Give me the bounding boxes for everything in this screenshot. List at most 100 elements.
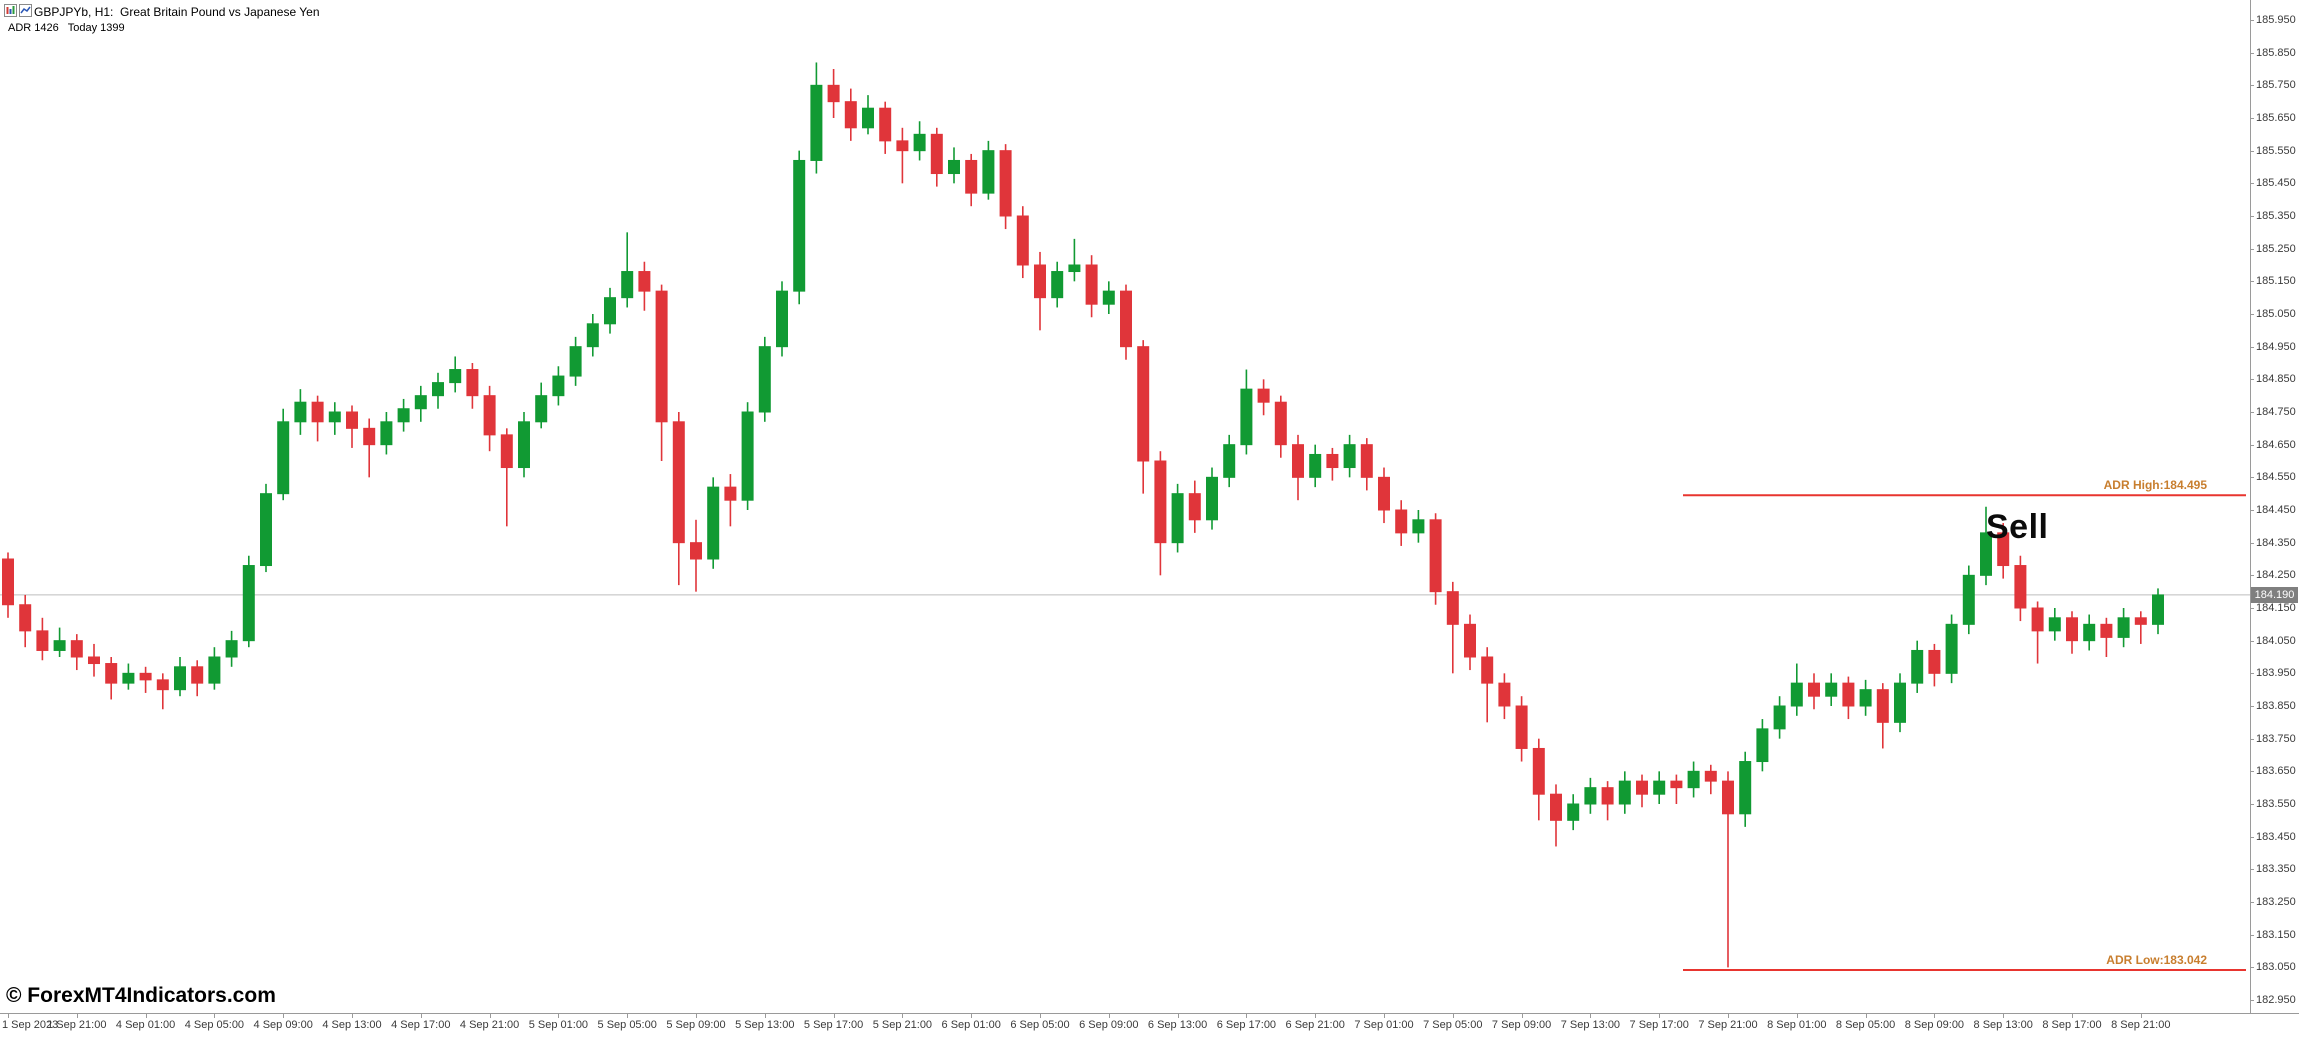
candle-body bbox=[2014, 565, 2027, 609]
price-axis-tick bbox=[2250, 967, 2254, 969]
price-axis-label: 184.050 bbox=[2256, 634, 2296, 647]
price-axis-tick bbox=[2250, 640, 2254, 642]
time-axis-label: 8 Sep 05:00 bbox=[1835, 1019, 1896, 1031]
price-axis-tick bbox=[2250, 346, 2254, 348]
candle-body bbox=[208, 656, 221, 684]
candle-body bbox=[1412, 519, 1425, 534]
candle-body bbox=[1051, 271, 1064, 299]
price-axis-label: 183.450 bbox=[2256, 830, 2296, 843]
price-axis-tick bbox=[2250, 216, 2254, 217]
price-axis-tick bbox=[2250, 281, 2254, 283]
time-axis-tick bbox=[1315, 1014, 1317, 1018]
time-axis-tick bbox=[2072, 1014, 2073, 1018]
candle-body bbox=[1618, 780, 1631, 805]
price-axis-tick bbox=[2250, 314, 2254, 315]
time-axis-tick bbox=[283, 1014, 285, 1018]
price-axis-tick bbox=[2250, 738, 2254, 740]
price-axis-label: 183.250 bbox=[2256, 896, 2296, 908]
candle-body bbox=[36, 630, 49, 651]
price-axis-tick bbox=[2250, 510, 2254, 511]
candle-body bbox=[2117, 617, 2130, 638]
candle-body bbox=[2031, 607, 2044, 632]
candle-body bbox=[862, 107, 874, 129]
time-axis-tick bbox=[902, 1014, 904, 1018]
time-axis-tick bbox=[971, 1014, 973, 1018]
price-axis-tick bbox=[2250, 934, 2254, 936]
time-axis-label: 5 Sep 13:00 bbox=[735, 1019, 795, 1031]
candle-body bbox=[1704, 770, 1717, 782]
candle-body bbox=[1636, 780, 1648, 795]
candle-body bbox=[1360, 444, 1373, 478]
candle-body bbox=[1687, 770, 1700, 789]
candle-body bbox=[586, 323, 599, 348]
price-axis-label: 183.350 bbox=[2256, 863, 2296, 876]
candle-body bbox=[70, 640, 83, 658]
time-axis-label: 7 Sep 05:00 bbox=[1423, 1019, 1483, 1031]
time-axis-label: 5 Sep 01:00 bbox=[528, 1019, 589, 1031]
candle-body bbox=[1120, 290, 1132, 348]
time-axis-tick bbox=[833, 1014, 835, 1018]
candle-body bbox=[1928, 649, 1941, 674]
time-axis-label: 8 Sep 21:00 bbox=[2111, 1019, 2171, 1031]
candle-body bbox=[1240, 388, 1253, 446]
candle-body bbox=[1085, 264, 1098, 305]
candle-body bbox=[776, 290, 788, 348]
time-axis-label: 6 Sep 17:00 bbox=[1216, 1019, 1277, 1031]
adr-high-label: ADR High:184.495 bbox=[2103, 478, 2207, 493]
time-axis-label: 4 Sep 13:00 bbox=[322, 1019, 382, 1031]
time-axis-label: 7 Sep 21:00 bbox=[1698, 1019, 1758, 1031]
candle-body bbox=[1601, 787, 1614, 805]
candle-body bbox=[1034, 264, 1046, 299]
time-axis-label: 6 Sep 01:00 bbox=[941, 1019, 1001, 1031]
time-axis-label: 4 Sep 17:00 bbox=[391, 1019, 451, 1031]
price-axis-tick bbox=[2250, 771, 2254, 773]
candle-body bbox=[1670, 780, 1683, 789]
candle-body bbox=[1137, 346, 1150, 462]
time-axis-label: 7 Sep 09:00 bbox=[1491, 1019, 1552, 1031]
time-axis-label: 7 Sep 13:00 bbox=[1560, 1019, 1621, 1031]
time-axis-tick bbox=[214, 1014, 216, 1018]
candle-body bbox=[1894, 682, 1906, 723]
candle-body bbox=[277, 421, 290, 495]
price-axis-label: 183.550 bbox=[2256, 798, 2296, 810]
time-axis-label: 8 Sep 09:00 bbox=[1904, 1019, 1965, 1031]
price-axis-label: 185.350 bbox=[2256, 210, 2296, 222]
price-axis-label: 185.950 bbox=[2256, 14, 2296, 26]
price-axis-label: 185.450 bbox=[2256, 177, 2296, 190]
candle-body bbox=[1395, 509, 1408, 534]
candle-body bbox=[2134, 617, 2147, 625]
candle-body bbox=[328, 411, 341, 423]
time-axis-tick bbox=[352, 1014, 353, 1018]
candle-body bbox=[1532, 747, 1545, 795]
candle-body bbox=[1739, 761, 1752, 815]
price-axis-tick bbox=[2250, 183, 2254, 185]
time-axis-tick bbox=[1452, 1014, 1454, 1018]
time-axis-label: 4 Sep 01:00 bbox=[115, 1019, 176, 1031]
candle-body bbox=[1550, 793, 1562, 821]
price-axis-label: 185.150 bbox=[2256, 275, 2296, 288]
candle-body bbox=[1825, 682, 1838, 697]
candle-body bbox=[1154, 460, 1167, 544]
candle-body bbox=[930, 133, 943, 175]
time-axis-tick bbox=[2140, 1014, 2142, 1018]
time-axis-tick bbox=[1796, 1014, 1798, 1018]
candle-body bbox=[1997, 532, 2010, 567]
candle-body bbox=[1515, 705, 1528, 749]
candle-body bbox=[294, 401, 307, 423]
price-axis-label: 183.750 bbox=[2256, 732, 2296, 745]
candle-body bbox=[1653, 780, 1666, 795]
price-axis-label: 183.850 bbox=[2256, 700, 2296, 712]
candle-body bbox=[1343, 444, 1356, 469]
time-axis-label: 6 Sep 21:00 bbox=[1285, 1019, 1345, 1031]
time-axis-label: 5 Sep 05:00 bbox=[597, 1019, 657, 1031]
time-axis-tick bbox=[558, 1014, 560, 1018]
time-axis-label: 5 Sep 21:00 bbox=[872, 1019, 933, 1031]
price-axis-tick bbox=[2250, 673, 2254, 675]
time-axis-label: 5 Sep 17:00 bbox=[803, 1019, 864, 1031]
price-axis-label: 183.050 bbox=[2256, 961, 2296, 974]
candle-body bbox=[105, 663, 118, 684]
price-axis-tick bbox=[2250, 608, 2254, 609]
candle-body bbox=[2100, 623, 2113, 638]
price-axis-tick bbox=[2250, 85, 2254, 87]
